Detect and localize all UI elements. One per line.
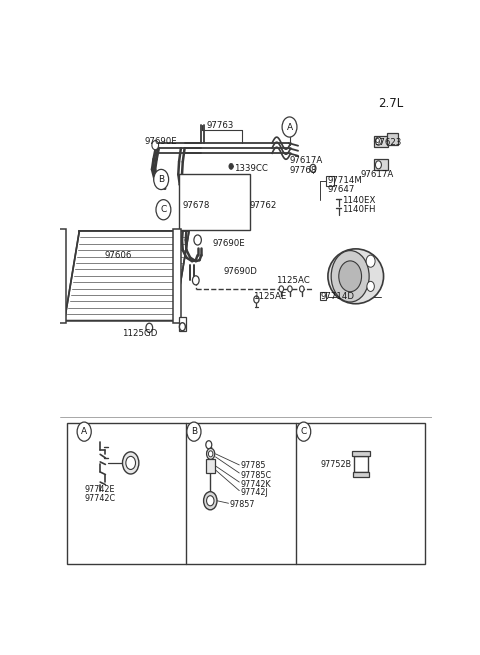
Text: 97678: 97678 bbox=[183, 201, 210, 210]
Text: 97647: 97647 bbox=[327, 185, 354, 194]
Circle shape bbox=[146, 323, 153, 332]
Text: 1339CC: 1339CC bbox=[234, 164, 268, 173]
Circle shape bbox=[375, 137, 382, 145]
Bar bbox=[352, 451, 370, 456]
Circle shape bbox=[208, 451, 213, 457]
Bar bbox=[173, 229, 181, 323]
Text: B: B bbox=[191, 427, 197, 436]
Circle shape bbox=[375, 161, 382, 169]
Bar bbox=[354, 456, 368, 472]
Circle shape bbox=[192, 276, 199, 285]
Circle shape bbox=[180, 323, 185, 331]
Text: 97714D: 97714D bbox=[321, 292, 354, 301]
Circle shape bbox=[152, 141, 158, 150]
Bar bbox=[320, 292, 326, 299]
Bar bbox=[58, 229, 66, 323]
Text: 2.7L: 2.7L bbox=[378, 98, 403, 110]
Bar bbox=[374, 136, 388, 147]
Text: B: B bbox=[158, 175, 164, 184]
Text: 97768: 97768 bbox=[290, 166, 317, 176]
Text: C: C bbox=[300, 427, 307, 436]
Text: 97742K: 97742K bbox=[240, 479, 271, 489]
Text: 97623: 97623 bbox=[374, 138, 402, 147]
Circle shape bbox=[156, 200, 171, 220]
Circle shape bbox=[204, 492, 217, 510]
Text: 97606: 97606 bbox=[105, 251, 132, 259]
Text: 97785: 97785 bbox=[240, 461, 265, 470]
Bar bbox=[206, 459, 215, 473]
Bar bbox=[374, 159, 388, 170]
Text: 97690E: 97690E bbox=[213, 239, 245, 248]
Text: A: A bbox=[287, 122, 293, 132]
Text: 97857: 97857 bbox=[229, 500, 255, 510]
Circle shape bbox=[331, 251, 369, 302]
Bar bbox=[179, 316, 186, 331]
Text: 97690D: 97690D bbox=[224, 267, 258, 276]
Bar bbox=[326, 176, 334, 185]
Text: 1140EX: 1140EX bbox=[342, 196, 375, 205]
Circle shape bbox=[187, 422, 201, 441]
Circle shape bbox=[297, 422, 311, 441]
Text: 97617A: 97617A bbox=[360, 170, 394, 179]
Text: C: C bbox=[160, 205, 167, 214]
Text: 97690E: 97690E bbox=[145, 137, 178, 145]
Text: 97742J: 97742J bbox=[240, 488, 268, 497]
Text: 97742C: 97742C bbox=[84, 494, 115, 503]
Bar bbox=[67, 422, 425, 564]
Text: 97714M: 97714M bbox=[327, 176, 362, 185]
Circle shape bbox=[126, 457, 135, 470]
Text: 1125GD: 1125GD bbox=[122, 329, 158, 338]
Text: 1125AC: 1125AC bbox=[276, 276, 310, 285]
Circle shape bbox=[367, 282, 374, 291]
Text: 97742E: 97742E bbox=[84, 485, 115, 494]
Circle shape bbox=[288, 286, 292, 292]
Circle shape bbox=[194, 235, 202, 245]
Circle shape bbox=[206, 448, 215, 459]
Bar bbox=[353, 472, 369, 477]
Text: 97762: 97762 bbox=[250, 201, 277, 210]
Circle shape bbox=[206, 441, 212, 449]
Ellipse shape bbox=[328, 249, 384, 304]
Circle shape bbox=[206, 496, 214, 506]
Circle shape bbox=[229, 163, 233, 170]
Bar bbox=[179, 174, 250, 230]
Circle shape bbox=[154, 170, 168, 189]
Circle shape bbox=[122, 452, 139, 474]
Circle shape bbox=[77, 422, 91, 441]
Polygon shape bbox=[64, 231, 189, 321]
Circle shape bbox=[310, 164, 316, 172]
Circle shape bbox=[339, 261, 361, 291]
Circle shape bbox=[254, 296, 259, 303]
Text: 97752B: 97752B bbox=[321, 460, 351, 470]
Text: A: A bbox=[81, 427, 87, 436]
Text: 1125AE: 1125AE bbox=[252, 292, 286, 301]
Text: 97617A: 97617A bbox=[290, 157, 323, 165]
Circle shape bbox=[279, 286, 284, 292]
Circle shape bbox=[282, 117, 297, 137]
Bar bbox=[386, 132, 398, 145]
Circle shape bbox=[366, 255, 375, 267]
Text: 1140FH: 1140FH bbox=[342, 205, 375, 214]
Text: 97785C: 97785C bbox=[240, 470, 271, 479]
Circle shape bbox=[300, 286, 304, 292]
Text: 97763: 97763 bbox=[206, 121, 234, 130]
